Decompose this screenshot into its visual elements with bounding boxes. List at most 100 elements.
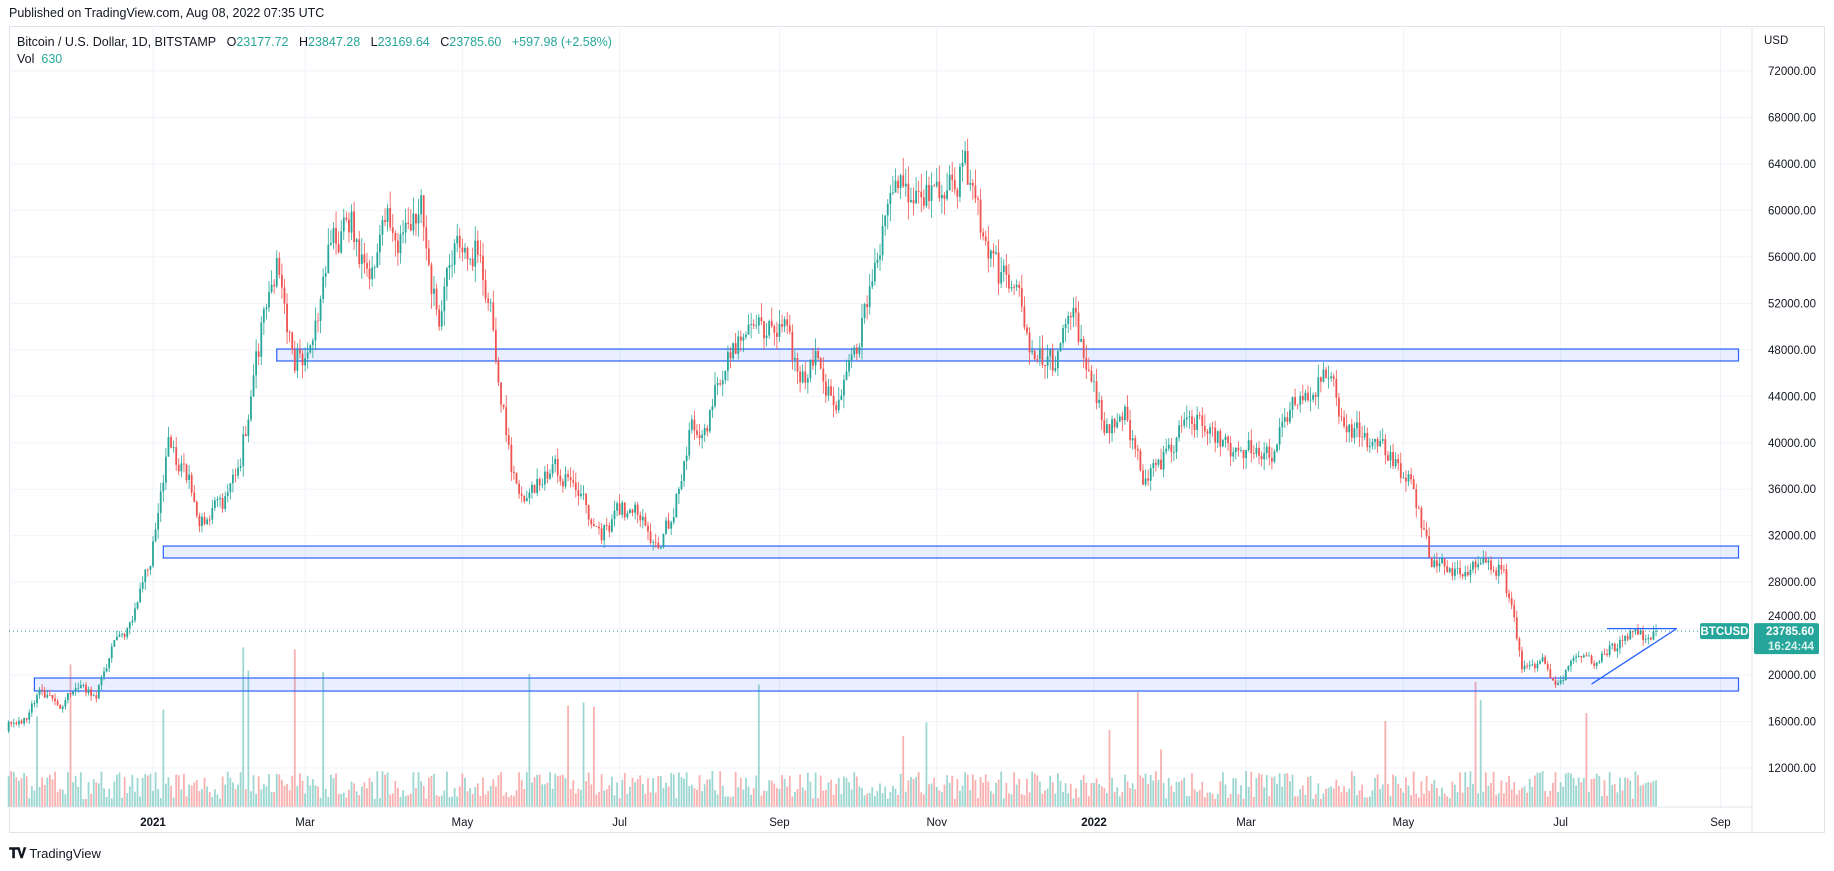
candle-body [536, 478, 539, 493]
candle-body [587, 505, 590, 520]
candle-body [796, 357, 799, 372]
candle-body [1528, 664, 1531, 667]
candle-body [1028, 332, 1031, 353]
candle-body [693, 419, 696, 431]
candle-body [979, 199, 982, 233]
volume-bar [1371, 790, 1374, 807]
candle-body [1593, 663, 1596, 666]
volume-bar [574, 793, 577, 807]
candle-body [840, 395, 843, 400]
volume-bar [703, 784, 706, 807]
volume-bar [69, 664, 72, 807]
candle-body [360, 254, 363, 264]
volume-bar [902, 736, 905, 807]
candle-body [286, 303, 288, 333]
candle-body [1180, 425, 1183, 427]
candle-body [525, 498, 528, 502]
candle-body [250, 396, 252, 420]
candle-body [322, 276, 325, 299]
candle-body [708, 410, 711, 432]
volume-bar [183, 773, 185, 807]
candle-body [206, 519, 209, 525]
volume-bar [850, 789, 853, 807]
volume-bar [1312, 798, 1315, 807]
logo-text: TradingView [29, 846, 101, 861]
volume-bar [1526, 792, 1529, 807]
volume-bar [904, 791, 907, 807]
volume-bar [1505, 782, 1508, 807]
volume-bar [654, 792, 657, 807]
candle-body [1472, 561, 1474, 570]
volume-bar [1616, 792, 1619, 807]
symbol-badge-bg [1700, 623, 1749, 640]
symbol-title[interactable]: Bitcoin / U.S. Dollar, 1D, BITSTAMP [17, 35, 217, 49]
y-tick-label: 28000.00 [1768, 577, 1816, 589]
candle-body [855, 347, 858, 354]
volume-bar [1093, 782, 1095, 807]
x-tick-label: Sep [769, 817, 789, 829]
candle-body [1438, 563, 1441, 567]
symbol-legend: Bitcoin / U.S. Dollar, 1D, BITSTAMP O231… [17, 34, 619, 68]
candle-body [775, 332, 778, 337]
volume-bar [1265, 774, 1268, 807]
volume-bar [1492, 771, 1495, 807]
candle-body [1363, 432, 1366, 438]
volume-bar [1613, 784, 1616, 807]
volume-bar [667, 786, 670, 807]
volume-bar [291, 775, 294, 807]
candle-body [489, 302, 492, 304]
currency-label: USD [1764, 35, 1788, 47]
volume-bar [270, 791, 273, 807]
candle-body [1036, 359, 1039, 360]
candle-body [1100, 399, 1103, 421]
volume-bar [1067, 793, 1070, 807]
volume-label[interactable]: Vol [17, 52, 35, 66]
volume-bar [706, 779, 709, 807]
volume-bar [1523, 786, 1526, 807]
candle-body [574, 482, 577, 491]
candle-body [1255, 447, 1258, 454]
volume-bar [1384, 721, 1387, 807]
candle-body [752, 324, 755, 326]
volume-bar [1363, 797, 1366, 807]
candle-body [1206, 431, 1209, 434]
volume-bar [768, 780, 771, 807]
volume-bar [781, 775, 783, 807]
candle-body [216, 499, 219, 501]
candle-body [1412, 479, 1415, 490]
volume-bar [1564, 773, 1567, 807]
tradingview-logo[interactable]: 𝐓𝐕 TradingView [9, 845, 101, 862]
candle-body [1508, 593, 1510, 599]
volume-bar [520, 780, 523, 807]
candle-body [953, 179, 956, 190]
candle-body [1278, 427, 1281, 445]
candle-body [667, 520, 670, 529]
candle-body [845, 371, 848, 380]
candle-body [804, 371, 807, 383]
volume-bar [216, 794, 219, 807]
volume-bar [304, 793, 307, 807]
volume-bar [724, 796, 727, 807]
candle-body [794, 357, 796, 360]
candle-body [36, 694, 38, 704]
candle-body [734, 343, 737, 354]
candle-body [195, 501, 198, 516]
volume-bar [193, 782, 196, 807]
candle-body [755, 325, 758, 327]
candle-body [680, 481, 683, 490]
candle-body [659, 547, 662, 549]
candle-body [1585, 655, 1588, 657]
candle-body [1582, 655, 1585, 658]
volume-bar [404, 795, 407, 807]
volume-bar [386, 772, 389, 807]
candle-body [1317, 377, 1320, 397]
candle-body [551, 464, 554, 474]
volume-bar [783, 778, 786, 807]
candle-body [464, 247, 466, 253]
candle-body [961, 162, 964, 167]
volume-bar [786, 786, 789, 807]
candle-body [1513, 605, 1516, 618]
volume-bar [1376, 774, 1379, 807]
volume-bar [1245, 771, 1248, 807]
